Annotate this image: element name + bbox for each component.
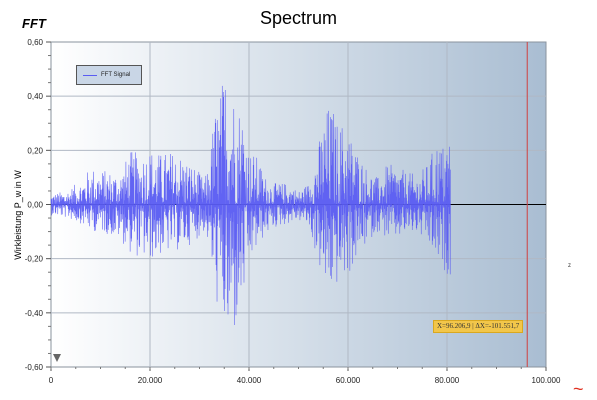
fft-label: FFT (22, 16, 46, 31)
cursor-readout: X=96.206,9 | ΔX=-101.551,7 (433, 320, 524, 333)
stray-mark: z (568, 263, 571, 269)
axis-layer: 0 20.000 40.000 60.000 80.000 100.000 -0,60 -0,… (25, 38, 561, 385)
legend-entry-fft-signal: FFT Signal (101, 72, 131, 78)
series-layer (50, 85, 451, 326)
series-line-fft-signal (50, 85, 451, 326)
tilde-icon[interactable]: ~ (573, 379, 584, 399)
triangle-marker-icon[interactable] (53, 354, 61, 362)
y-tick-label: 0,00 (27, 201, 43, 210)
y-axis-label: Wirkleistung P_w in W (13, 170, 23, 260)
chart-title: Spectrum (259, 8, 338, 28)
legend-swatch (83, 75, 97, 76)
x-tick-label: 60.000 (336, 376, 361, 385)
y-tick-label: 0,60 (27, 38, 43, 47)
x-tick-label: 20.000 (138, 376, 163, 385)
x-tick-label: 100.000 (532, 376, 561, 385)
y-tick-label: -0,40 (25, 309, 44, 318)
x-tick-label: 0 (49, 376, 54, 385)
y-tick-label: 0,40 (27, 92, 43, 101)
y-tick-label: 0,20 (27, 146, 43, 155)
legend[interactable]: FFT Signal (76, 65, 142, 85)
y-tick-label: -0,20 (25, 255, 44, 264)
x-tick-label: 80.000 (435, 376, 460, 385)
y-tick-label: -0,60 (25, 363, 44, 372)
x-tick-label: 40.000 (237, 376, 262, 385)
